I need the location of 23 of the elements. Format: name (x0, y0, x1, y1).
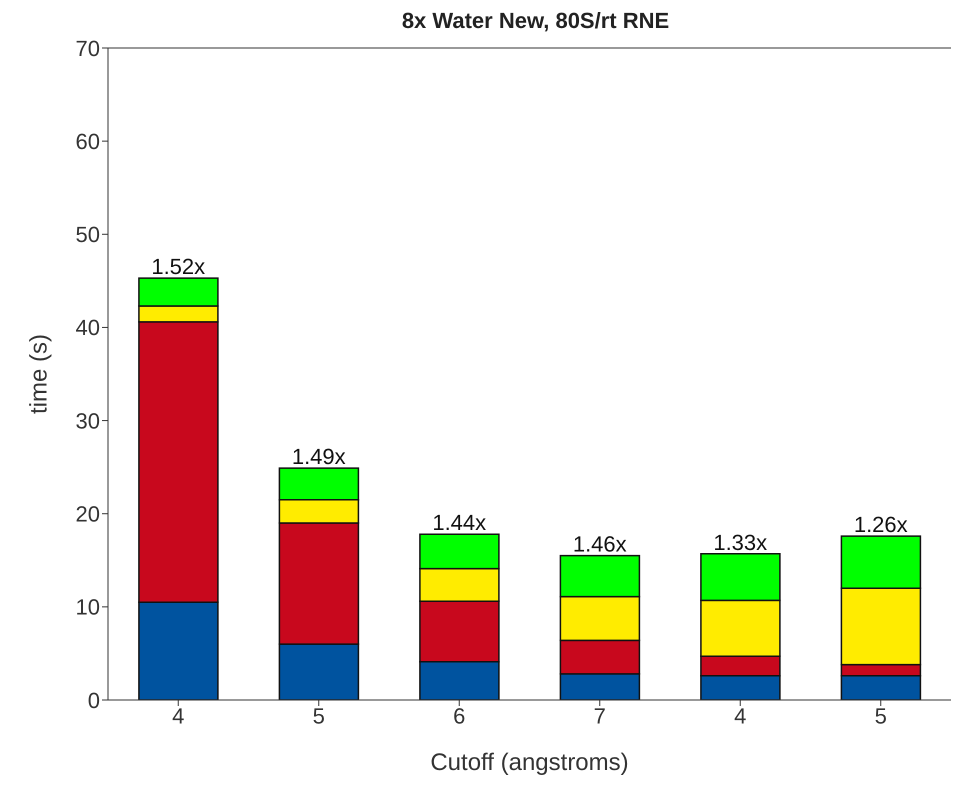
annotation: 1.46x (572, 532, 627, 557)
x-tick-label: 7 (594, 704, 606, 729)
annotation: 1.52x (151, 254, 206, 280)
x-tick-label: 4 (734, 704, 746, 729)
y-tick-label: 70 (76, 36, 100, 61)
annotation: 1.49x (292, 444, 346, 470)
y-tick-label: 0 (88, 688, 100, 713)
chart-title: 8x Water New, 80S/rt RNE (400, 8, 670, 34)
annotation: 1.33x (713, 530, 768, 555)
x-axis-title: Cutoff (angstroms) (430, 749, 629, 776)
y-tick-label: 60 (76, 128, 100, 154)
x-tick-label: 6 (453, 704, 466, 729)
y-tick-label: 50 (76, 222, 100, 248)
y-tick-label: 40 (76, 315, 100, 340)
annotation: 1.44x (432, 510, 486, 536)
y-tick-label: 10 (76, 594, 100, 620)
y-axis-title: time (s) (26, 334, 53, 414)
y-tick-label: 20 (76, 502, 100, 527)
x-tick-label: 4 (172, 704, 184, 729)
x-tick-label: 5 (874, 704, 887, 729)
x-tick-label: 5 (312, 704, 325, 729)
annotation: 1.26x (854, 512, 908, 538)
y-tick-label: 30 (76, 408, 100, 434)
